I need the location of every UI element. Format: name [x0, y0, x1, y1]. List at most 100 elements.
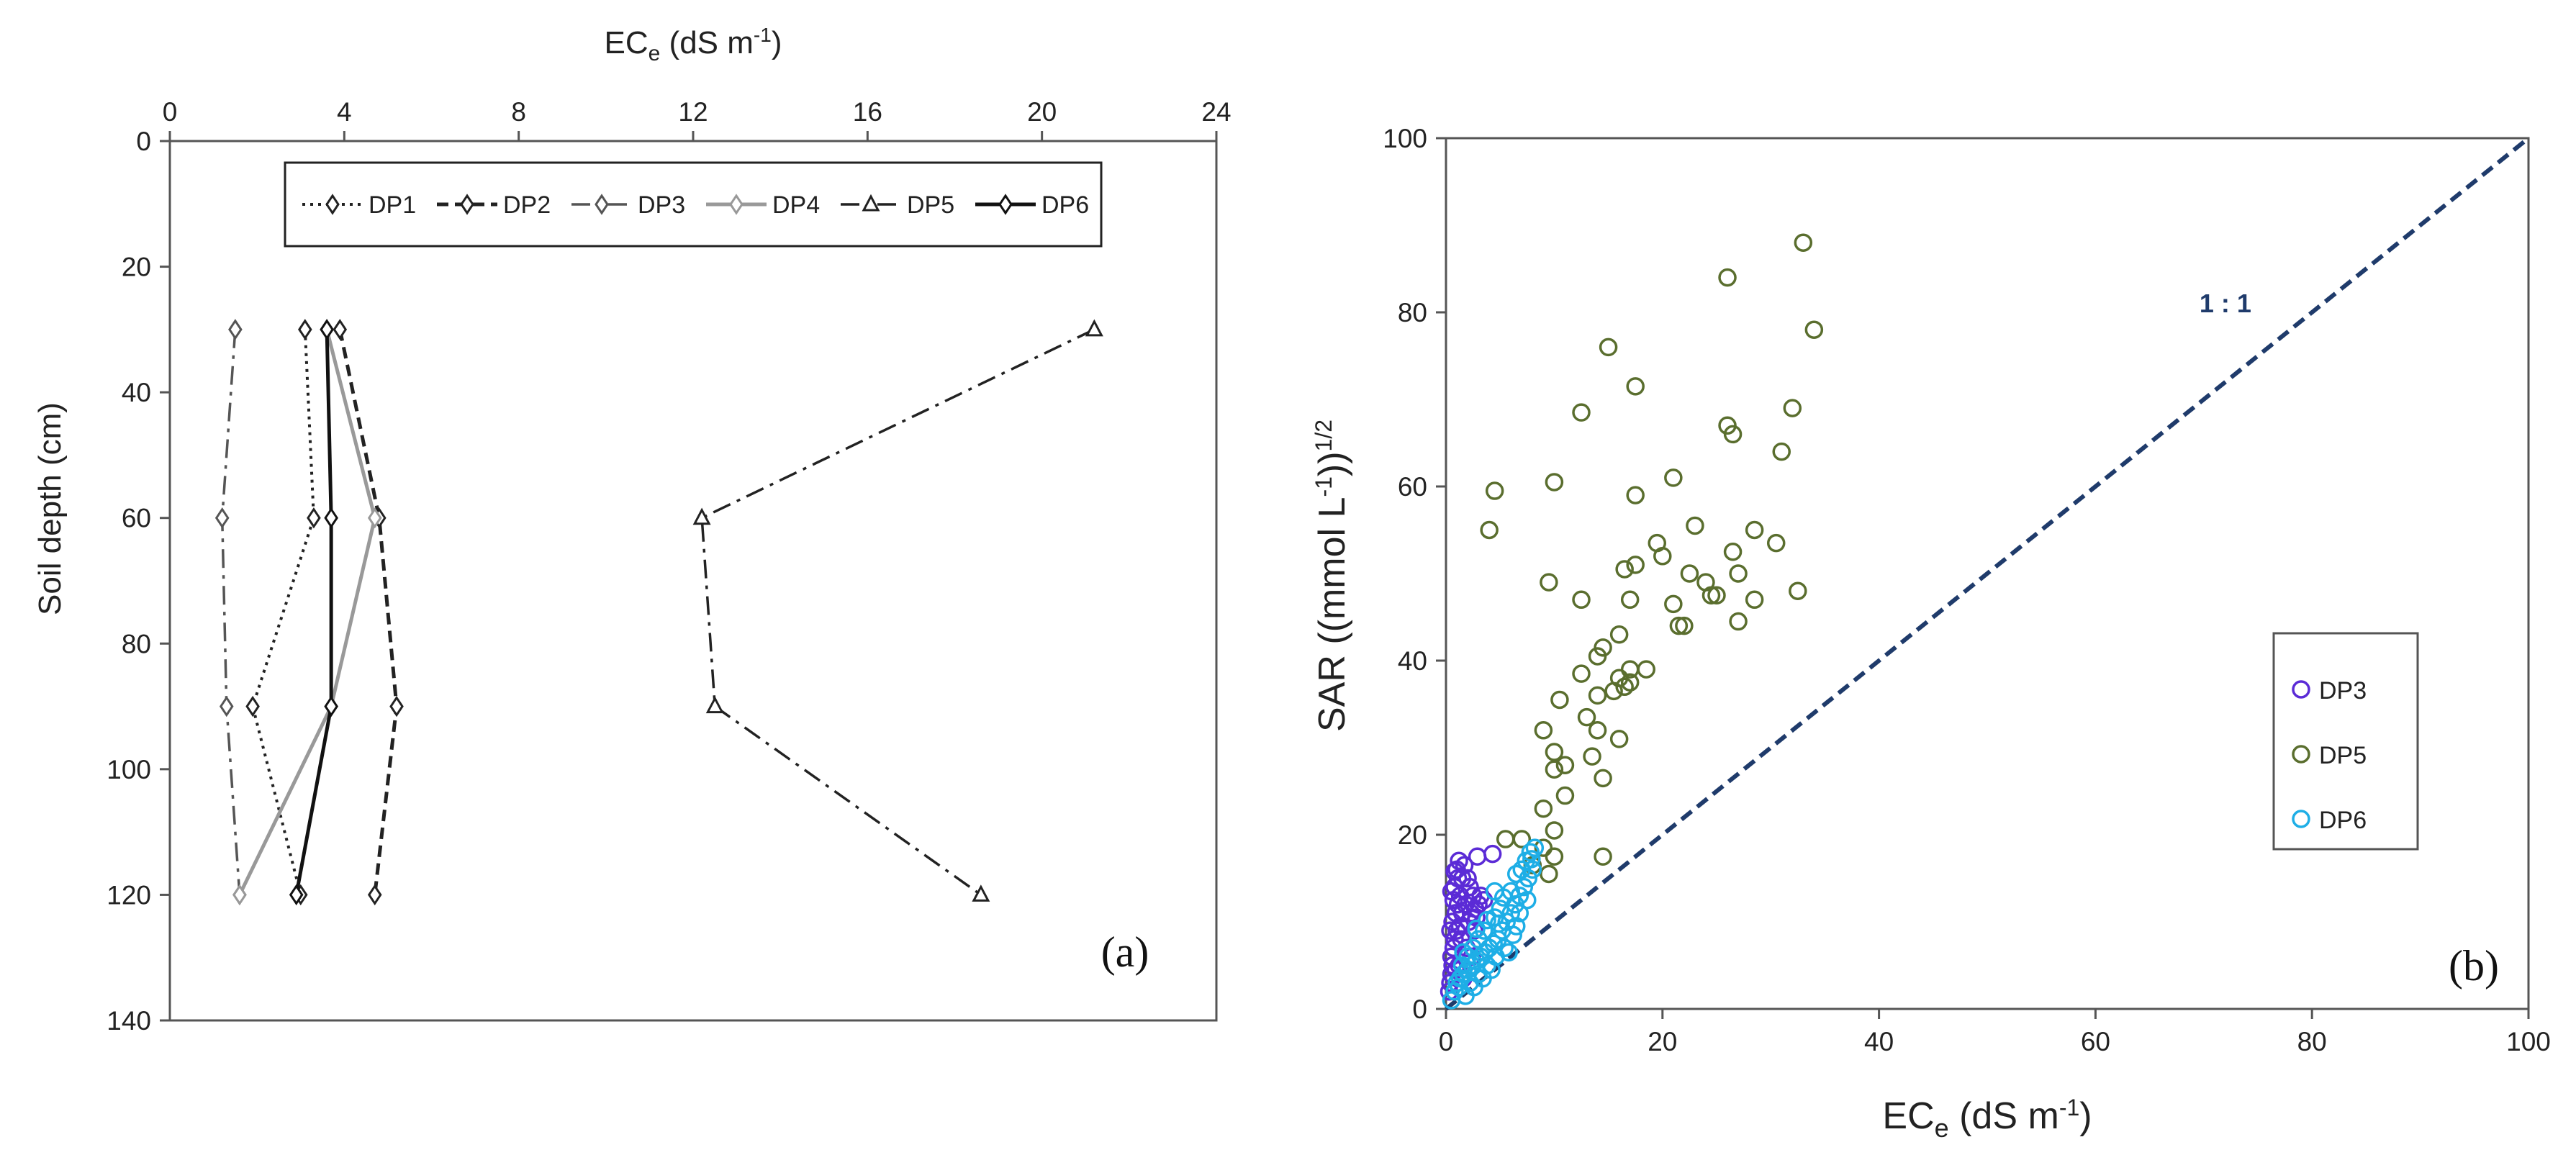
legend-label-dp5: DP5 [2319, 742, 2367, 769]
panel-a-x-tick-label: 12 [678, 97, 708, 127]
panel-b-x-tick-label: 0 [1439, 1027, 1454, 1056]
data-point-dp5 [1789, 581, 1807, 600]
data-point-dp6 [1507, 864, 1526, 884]
legend-marker-dp2 [460, 194, 474, 215]
panel-a-y-ticks: 0 20 40 60 80 100 120 140 [107, 127, 170, 1036]
data-point-dp4 [367, 507, 382, 529]
data-point-dp5 [1555, 786, 1575, 805]
series-line-dp2 [338, 329, 399, 895]
data-point-dp5 [1772, 442, 1791, 461]
data-point-dp5 [1680, 564, 1699, 583]
series-line-dp5 [700, 328, 1095, 896]
data-point-dp6 [1512, 860, 1532, 879]
panel-a-y-tick-label: 40 [122, 378, 151, 407]
data-point-dp3 [1450, 851, 1468, 871]
data-point-dp5 [1588, 647, 1607, 666]
data-point-dp5 [1545, 743, 1564, 761]
data-point-dp5 [1653, 547, 1672, 566]
data-point-dp5 [1583, 747, 1601, 766]
panel-b-y-axis-title: SAR ((mmol L-1))1/2 [1311, 420, 1353, 732]
legend-label-dp2: DP2 [503, 191, 551, 219]
legend-label-dp5: DP5 [907, 191, 954, 219]
panel-a-legend: DP1 DP2 DP3 DP4 DP5 DP6 [284, 161, 1103, 248]
data-point-dp5 [1540, 864, 1558, 884]
legend-label-dp6: DP6 [2319, 807, 2367, 834]
data-point-dp5 [1718, 268, 1737, 287]
data-point-dp5 [1723, 425, 1743, 444]
data-point-dp5 [1572, 403, 1591, 422]
data-point-dp5 [1664, 594, 1683, 614]
data-point-dp6 [324, 695, 338, 717]
data-point-dp5 [1675, 616, 1694, 635]
data-point-dp5 [1745, 590, 1764, 610]
data-point-dp6 [1495, 938, 1514, 958]
data-point-dp3 [1441, 921, 1460, 940]
data-point-dp6 [1454, 943, 1473, 962]
panel-b-y-tick-label: 100 [1383, 124, 1427, 153]
panel-a-x-tick-label: 0 [163, 97, 178, 127]
panel-b-x-axis-title: ECe (dS m-1) [1882, 1095, 2092, 1143]
data-point-dp5 [1783, 399, 1802, 417]
data-point-dp5 [1594, 847, 1612, 866]
data-point-dp5 [1545, 760, 1564, 779]
series-line-dp4 [238, 329, 377, 896]
panel-b-y-tick-label: 0 [1412, 995, 1427, 1024]
data-point-dp2 [367, 884, 382, 906]
data-point-dp3 [1444, 891, 1463, 910]
legend-marker-dp6 [998, 194, 1013, 215]
legend-label-dp1: DP1 [369, 191, 416, 219]
panel-a-legend-box [284, 161, 1103, 248]
data-point-dp5 [1555, 756, 1575, 774]
data-point-dp5 [1745, 520, 1764, 540]
data-point-dp5 [1588, 686, 1607, 705]
data-point-dp6 [1499, 943, 1518, 962]
data-point-dp5 [1588, 721, 1607, 740]
panel-b-y-ticks: 0 20 40 60 80 100 [1383, 124, 1446, 1024]
legend-label-dp6: DP6 [1041, 191, 1089, 219]
panel-a-plot-area [168, 140, 1218, 1022]
data-point-dp5 [1599, 338, 1618, 357]
data-point-dp6 [1507, 917, 1526, 936]
legend-label-dp3: DP3 [638, 191, 685, 219]
panel-a-y-tick-label: 60 [122, 504, 151, 533]
data-point-dp5 [1701, 586, 1721, 604]
series-line-dp3 [220, 329, 241, 895]
data-point-dp5 [1534, 721, 1553, 740]
panel-a-depth-profile: 0 4 8 12 16 20 24 0 20 40 60 80 100 120 140 ECe (dS m… [32, 24, 1231, 1036]
panel-b-one-to-one-label: 1 : 1 [2200, 289, 2251, 318]
panel-a-x-tick-label: 8 [511, 97, 526, 127]
data-point-dp6 [1467, 919, 1486, 938]
data-point-dp5 [1664, 468, 1683, 487]
data-point-dp2 [389, 695, 404, 717]
data-point-dp3 [1442, 882, 1461, 901]
legend-marker-dp4 [729, 194, 744, 215]
data-point-dp6 [1489, 914, 1509, 933]
data-point-dp6 [1456, 987, 1475, 1005]
panel-a-series [214, 319, 1103, 906]
legend-marker-dp5 [2292, 745, 2310, 764]
data-point-dp3 [219, 695, 234, 717]
data-point-dp5 [1637, 660, 1655, 679]
data-point-dp5 [1085, 319, 1103, 337]
data-point-dp3 [1445, 862, 1464, 881]
panel-b-x-tick-label: 20 [1648, 1027, 1677, 1056]
data-point-dp3 [1483, 844, 1502, 864]
data-point-dp5 [1620, 590, 1640, 610]
data-point-dp4 [232, 884, 247, 906]
data-point-dp1 [298, 319, 312, 340]
panel-b-one-to-one-line [1445, 136, 2530, 1011]
data-point-dp5 [1572, 664, 1591, 683]
panel-b-y-tick-label: 80 [1398, 298, 1427, 327]
data-point-dp5 [1707, 586, 1726, 604]
legend-marker-dp1 [325, 194, 340, 215]
panel-a-x-tick-label: 24 [1201, 97, 1231, 127]
panel-b-label: (b) [2449, 942, 2499, 989]
data-point-dp5 [972, 884, 990, 902]
panel-a-y-tick-label: 140 [107, 1006, 151, 1036]
data-point-dp5 [1577, 707, 1596, 727]
data-point-dp5 [1545, 821, 1564, 840]
panel-b-y-tick-label: 60 [1398, 472, 1427, 502]
legend-label-dp3: DP3 [2319, 677, 2367, 705]
legend-label-dp4: DP4 [772, 191, 820, 219]
data-point-dp6 [1518, 891, 1537, 910]
